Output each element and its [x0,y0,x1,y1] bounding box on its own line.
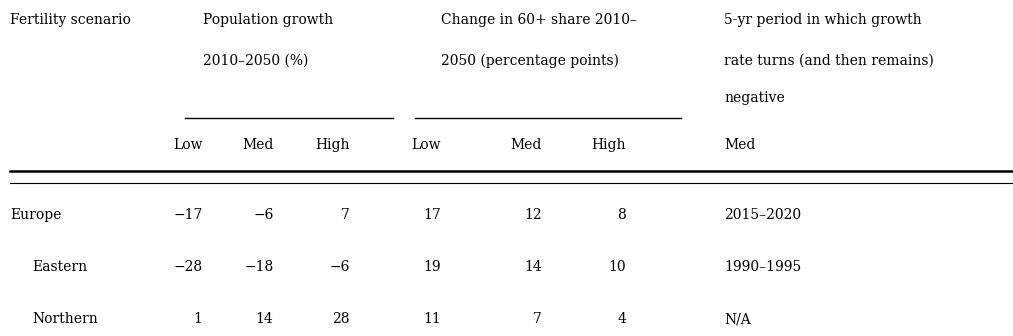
Text: Europe: Europe [10,208,62,222]
Text: Med: Med [242,138,274,152]
Text: Med: Med [724,138,756,152]
Text: rate turns (and then remains): rate turns (and then remains) [724,54,934,68]
Text: 7: 7 [533,312,542,327]
Text: High: High [315,138,349,152]
Text: −6: −6 [329,260,349,275]
Text: 28: 28 [332,312,349,327]
Text: 11: 11 [422,312,441,327]
Text: −6: −6 [253,208,274,222]
Text: 5-yr period in which growth: 5-yr period in which growth [724,13,922,28]
Text: Med: Med [511,138,542,152]
Text: Low: Low [411,138,441,152]
Text: Low: Low [173,138,203,152]
Text: 2015–2020: 2015–2020 [724,208,801,222]
Text: 17: 17 [422,208,441,222]
Text: 4: 4 [617,312,626,327]
Text: 19: 19 [423,260,441,275]
Text: 2050 (percentage points): 2050 (percentage points) [441,54,619,68]
Text: 14: 14 [524,260,542,275]
Text: 7: 7 [340,208,349,222]
Text: Change in 60+ share 2010–: Change in 60+ share 2010– [441,13,636,28]
Text: −17: −17 [173,208,203,222]
Text: Population growth: Population growth [203,13,332,28]
Text: N/A: N/A [724,312,751,327]
Text: Northern: Northern [32,312,98,327]
Text: −18: −18 [244,260,274,275]
Text: 12: 12 [525,208,542,222]
Text: 1: 1 [193,312,203,327]
Text: 2010–2050 (%): 2010–2050 (%) [203,54,308,68]
Text: −28: −28 [173,260,203,275]
Text: negative: negative [724,91,785,105]
Text: 14: 14 [255,312,274,327]
Text: High: High [592,138,626,152]
Text: 8: 8 [617,208,626,222]
Text: Eastern: Eastern [32,260,87,275]
Text: 10: 10 [609,260,626,275]
Text: 1990–1995: 1990–1995 [724,260,801,275]
Text: Fertility scenario: Fertility scenario [10,13,131,28]
